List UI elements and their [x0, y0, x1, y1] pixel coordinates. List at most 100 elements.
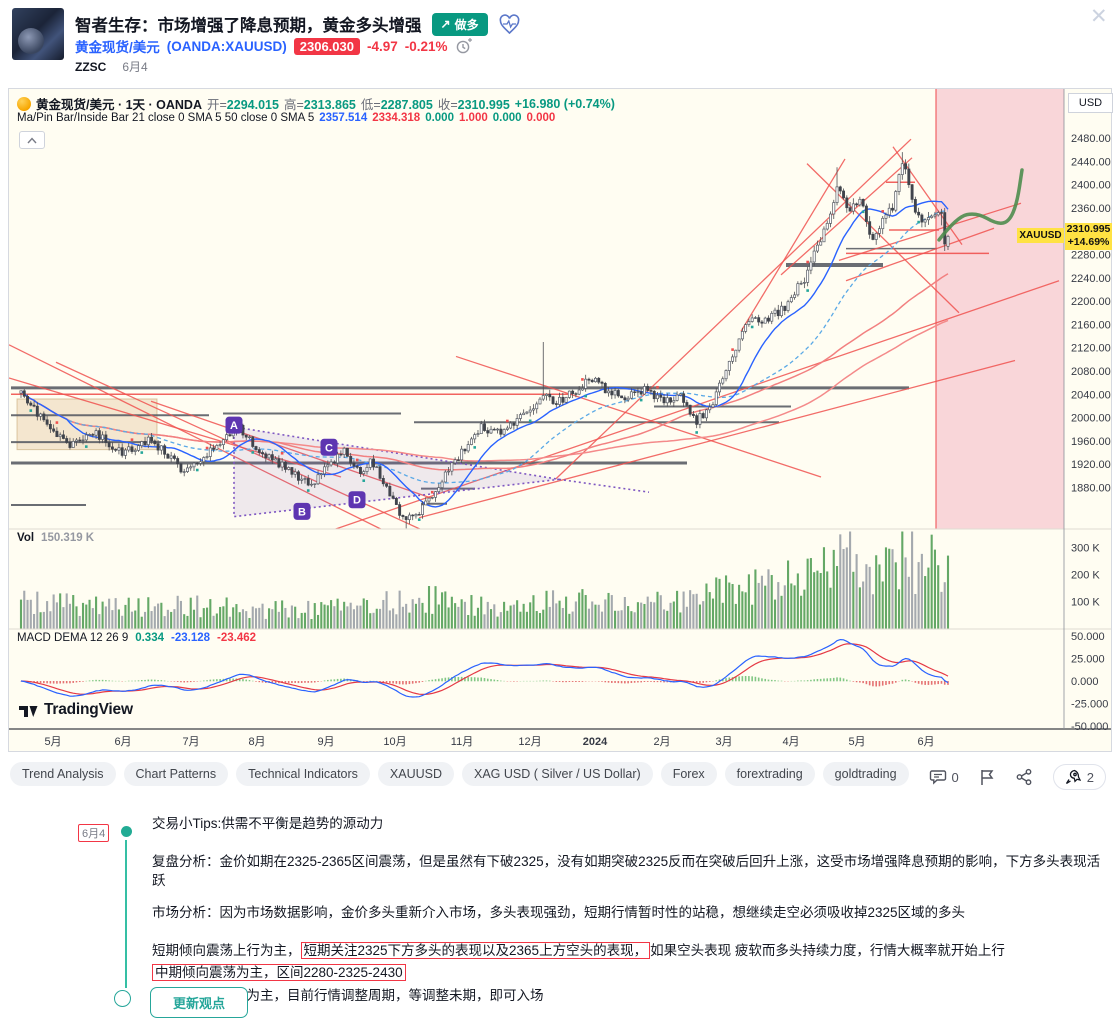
svg-text:100 K: 100 K [1071, 597, 1100, 609]
volume-legend: Vol 150.319 K [17, 532, 94, 544]
heart-pulse-icon[interactable] [498, 14, 521, 35]
tag-chart-patterns[interactable]: Chart Patterns [124, 762, 229, 786]
mid-term-view: 中期倾向震荡为主，区间2280-2325-2430 [152, 963, 1112, 982]
tag-forex[interactable]: Forex [661, 762, 717, 786]
symbol-row: 黄金现货/美元 (OANDA:XAUUSD) 2306.030 -4.97 -0… [75, 36, 473, 56]
svg-text:12月: 12月 [518, 736, 541, 748]
long-term-view: 长期依旧是看涨为主，目前行情调整周期，等调整未期，即可入场 [152, 986, 1112, 1005]
chart-canvas[interactable]: ABCD2480.0002440.0002400.0002360.0002320… [9, 89, 1111, 751]
chart-legend-indicator: Ma/Pin Bar/Inside Bar 21 close 0 SMA 5 5… [17, 112, 555, 124]
symbol-code[interactable]: (OANDA:XAUUSD) [167, 39, 287, 54]
macd-legend: MACD DEMA 12 26 9 0.334 -23.128 -23.462 [17, 632, 256, 644]
chart-legend-main: 黄金现货/美元 · 1天 · OANDA 开=2294.015 高=2313.8… [17, 94, 615, 113]
svg-text:300 K: 300 K [1071, 543, 1100, 555]
tag-technical-indicators[interactable]: Technical Indicators [236, 762, 370, 786]
tradingview-mark-icon [19, 703, 38, 718]
svg-text:5月: 5月 [44, 736, 61, 748]
current-price-label: 2310.995 +14.69% [1065, 223, 1112, 250]
tag-trend-analysis[interactable]: Trend Analysis [10, 762, 116, 786]
svg-text:0.000: 0.000 [1071, 676, 1099, 688]
svg-text:2200.000: 2200.000 [1071, 296, 1111, 308]
svg-text:10月: 10月 [383, 736, 406, 748]
svg-text:200 K: 200 K [1071, 570, 1100, 582]
timeline-line [125, 840, 127, 988]
indicator-name[interactable]: Ma/Pin Bar/Inside Bar 21 close 0 SMA 5 5… [17, 112, 314, 124]
svg-text:2000.000: 2000.000 [1071, 413, 1111, 425]
high-value: 2313.865 [304, 98, 356, 112]
comments-count: 0 [952, 770, 959, 785]
svg-text:50.000: 50.000 [1071, 631, 1105, 643]
author-row: ZZSC 6月4 [75, 58, 148, 75]
svg-text:2440.000: 2440.000 [1071, 156, 1111, 168]
tag-xauusd[interactable]: XAUUSD [378, 762, 454, 786]
moving-averages [21, 201, 948, 507]
trend-lines [9, 139, 1059, 534]
tag-forextrading[interactable]: forextrading [725, 762, 815, 786]
highlighted-text: 短期关注2325下方多头的表现以及2365上方空头的表现， [301, 942, 651, 959]
timeline-end-circle [114, 990, 131, 1007]
boost-button[interactable]: 2 [1053, 764, 1106, 790]
currency-selector[interactable]: USD [1068, 93, 1113, 113]
share-icon [1015, 768, 1033, 786]
close-icon[interactable]: ✕ [1090, 6, 1108, 27]
svg-text:1880.000: 1880.000 [1071, 483, 1111, 495]
timeline-dot [121, 826, 132, 837]
svg-text:2040.000: 2040.000 [1071, 389, 1111, 401]
page-title: 智者生存：市场增强了降息预期，黄金多头增强 [75, 12, 422, 36]
symbol-icon [17, 97, 31, 111]
svg-text:8月: 8月 [248, 736, 265, 748]
open-value: 2294.015 [227, 98, 279, 112]
update-view-button[interactable]: 更新观点 [150, 987, 248, 1018]
price-chart[interactable]: ABCD2480.0002440.0002400.0002360.0002320… [8, 88, 1112, 752]
tag-goldtrading[interactable]: goldtrading [823, 762, 909, 786]
share-button[interactable] [1015, 768, 1033, 786]
market-analysis: 市场分析：因为市场数据影响，金价多头重新介入市场，多头表现强劲，短期行情暂时性的… [152, 903, 1112, 922]
svg-text:9月: 9月 [317, 736, 334, 748]
low-value: 2287.805 [381, 98, 433, 112]
volume-bars [20, 532, 949, 629]
svg-text:A: A [230, 420, 238, 432]
comments-button[interactable]: 0 [929, 768, 959, 786]
close-value: 2310.995 [458, 98, 510, 112]
svg-text:6月: 6月 [917, 736, 934, 748]
svg-text:7月: 7月 [182, 736, 199, 748]
svg-text:-50.000: -50.000 [1071, 721, 1108, 733]
highlighted-range: 中期倾向震荡为主，区间2280-2325-2430 [152, 964, 406, 981]
update-date-badge: 6月4 [78, 824, 109, 842]
price-change: -4.97 [367, 39, 398, 54]
boost-count: 2 [1087, 770, 1094, 785]
alert-clock-icon[interactable] [455, 37, 473, 55]
svg-text:B: B [298, 506, 306, 518]
idea-title-row: 智者生存：市场增强了降息预期，黄金多头增强 ↗ 做多 [75, 12, 521, 36]
short-term-view: 短期倾向震荡上行为主，短期关注2325下方多头的表现以及2365上方空头的表现，… [152, 941, 1112, 960]
author-name[interactable]: ZZSC [75, 60, 106, 74]
symbol-link[interactable]: 黄金现货/美元 [75, 36, 160, 56]
tag-xagusd[interactable]: XAG USD ( Silver / US Dollar) [462, 762, 653, 786]
arrow-up-right-icon: ↗ [441, 17, 451, 31]
macd-pane [20, 640, 949, 697]
legend-collapse-button[interactable] [19, 131, 45, 149]
tags-row: Trend Analysis Chart Patterns Technical … [10, 762, 909, 786]
svg-text:2月: 2月 [653, 736, 670, 748]
flag-button[interactable] [979, 768, 995, 786]
volume-label[interactable]: Vol [17, 532, 34, 544]
svg-text:5月: 5月 [848, 736, 865, 748]
legend-symbol[interactable]: 黄金现货/美元 · 1天 · OANDA [36, 94, 202, 113]
svg-text:2240.000: 2240.000 [1071, 273, 1111, 285]
svg-text:2280.000: 2280.000 [1071, 250, 1111, 262]
comment-icon [929, 768, 947, 786]
macd-label[interactable]: MACD DEMA 12 26 9 [17, 632, 128, 644]
svg-text:1960.000: 1960.000 [1071, 436, 1111, 448]
price-label-symbol: XAUUSD [1017, 228, 1064, 243]
svg-text:2480.000: 2480.000 [1071, 133, 1111, 145]
svg-text:2120.000: 2120.000 [1071, 343, 1111, 355]
review-analysis: 复盘分析：金价如期在2325-2365区间震荡，但是虽然有下破2325，没有如期… [152, 852, 1112, 890]
idea-actions: 0 2 [929, 764, 1106, 790]
svg-text:4月: 4月 [782, 736, 799, 748]
author-avatar[interactable] [12, 8, 64, 60]
tradingview-logo[interactable]: TradingView [19, 701, 133, 719]
svg-text:2360.000: 2360.000 [1071, 203, 1111, 215]
update-text: 交易小Tips:供需不平衡是趋势的源动力 复盘分析：金价如期在2325-2365… [152, 814, 1112, 1005]
svg-text:1920.000: 1920.000 [1071, 459, 1111, 471]
